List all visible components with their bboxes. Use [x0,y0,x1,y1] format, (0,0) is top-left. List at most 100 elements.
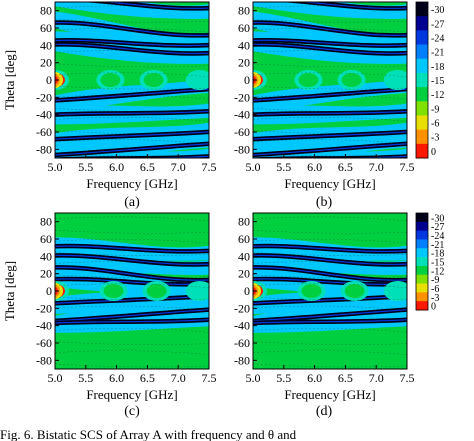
y-tick-label: 80 [40,4,52,18]
colorbar-swatch [416,58,428,74]
hot-spot [103,284,124,298]
colorbar-swatch [416,16,428,31]
colorbar-swatch [416,292,428,302]
null-band-edge [94,155,209,158]
y-tick-label: -60 [234,336,250,350]
contour-line [55,5,209,11]
y-tick-label: 40 [238,249,250,263]
hot-spot [298,73,319,87]
colorbar-swatch [416,265,428,276]
contour-field [55,2,209,158]
null-band-edge [55,110,209,116]
y-tick-label: -80 [36,353,52,367]
y-axis-label: Theta [deg] [2,261,17,321]
colorbar-swatch [416,230,428,240]
x-tick-label: 7.5 [202,160,217,174]
x-tick-label: 5.0 [48,371,63,385]
null-band-edge [55,21,209,36]
heatmap-panel: 5.0 5.5 6.0 6.5 7.0 7.5 80 60 40 20 0 -20 -40 -60 -80 F… [234,212,415,419]
colorbar-swatch [416,239,428,249]
y-tick-label: -20 [234,90,250,104]
y-tick-label: -40 [234,108,250,122]
colorbar-label: -18 [431,62,444,73]
contour-line [253,139,407,144]
colorbar-label: -24 [431,231,444,242]
colorbar-label: -3 [431,133,439,144]
contour-line [253,239,407,244]
y-tick-label: -80 [234,353,250,367]
contour-line [55,274,209,279]
null-band-edge [55,266,209,281]
null-band-edge [253,21,407,36]
panel-label: (c) [124,404,140,419]
null-band-edge [253,88,407,101]
colorbar-swatch [416,72,428,88]
contour-line [55,283,209,289]
colorbar-label: -15 [431,76,444,87]
contour-line [253,130,407,134]
contour-line [55,296,209,301]
hot-spot [189,73,209,87]
y-tick-label: 80 [40,215,52,229]
contour-line [55,130,209,134]
x-tick-label: 5.0 [48,160,63,174]
null-band-edge [55,254,209,266]
contour-line [55,328,209,333]
contour-line [55,108,209,112]
y-tick-label: 80 [238,4,250,18]
null-band-edge [253,254,407,266]
contour-line [253,252,407,256]
y-tick-label: 40 [40,38,52,52]
y-tick-label: -20 [36,301,52,315]
null-band-edge [55,43,209,55]
colorbar-label: -24 [431,33,444,44]
x-tick-label: 7.0 [171,371,186,385]
colorbar-label: -6 [431,284,439,295]
heatmap-panel: 5.0 5.5 6.0 6.5 7.0 7.5 80 60 40 20 0 -20 -40 -60 -80 F… [234,1,415,210]
x-tick-label: 6.0 [109,371,124,385]
hot-spot [146,284,167,298]
y-tick-label: 0 [244,284,250,298]
y-tick-label: 60 [238,232,250,246]
contour-line [55,28,209,33]
heatmap-panel: 5.0 5.5 6.0 6.5 7.0 7.5 80 60 40 20 0 -20 -40 -60 -80 F… [2,212,217,419]
hot-spot [341,73,362,87]
null-band-edge [55,143,209,156]
contour-line [253,274,407,279]
x-tick-label: 6.5 [140,371,155,385]
contour-line [55,152,209,157]
colorbar-label: -30 [431,213,444,224]
null-band-edge [253,245,407,253]
x-tick-label: 7.0 [369,371,384,385]
null-band-edge [55,319,209,324]
y-tick-label: 0 [46,284,52,298]
y-tick-label: -20 [234,301,250,315]
y-tick-label: 0 [46,73,52,87]
contour-line [55,63,209,68]
colorbar-swatch [416,283,428,293]
contour-line [253,305,407,311]
null-band-edge [253,266,407,281]
x-tick-label: 7.0 [369,160,384,174]
y-tick-label: 20 [40,267,52,281]
colorbar-swatch [416,30,428,46]
hot-spot [344,284,365,298]
colorbar-swatch [416,143,428,159]
null-band-edge [55,131,209,140]
colorbar: -30-27-24-21-18-15-12-9-6-30 [415,1,444,159]
contour-line [253,328,407,333]
hot-spot [100,73,121,87]
colorbar-label: -6 [431,119,439,130]
heatmap-panel: 5.0 5.5 6.0 6.5 7.0 7.5 80 60 40 20 0 -20 -40 -60 -80 F… [2,1,217,210]
null-band-edge [300,2,407,9]
y-tick-label: -60 [36,125,52,139]
contour-line [55,94,209,100]
contour-line [253,363,407,368]
null-band-edge [253,110,407,116]
contour-line [253,283,407,289]
colorbar-label: -12 [431,90,444,101]
colorbar-label: -15 [431,258,444,269]
hot-spot [143,73,164,87]
y-tick-label: 40 [40,249,52,263]
